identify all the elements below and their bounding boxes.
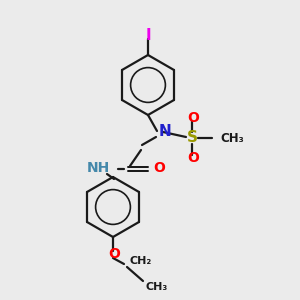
Text: CH₃: CH₃ — [145, 282, 167, 292]
Text: O: O — [187, 111, 199, 125]
Text: S: S — [187, 130, 197, 146]
Text: O: O — [108, 247, 120, 261]
Text: NH: NH — [87, 161, 110, 175]
Text: CH₃: CH₃ — [220, 131, 244, 145]
Text: CH₂: CH₂ — [129, 256, 151, 266]
Text: O: O — [187, 151, 199, 165]
Text: O: O — [153, 161, 165, 175]
Text: I: I — [145, 28, 151, 44]
Text: N: N — [159, 124, 172, 139]
